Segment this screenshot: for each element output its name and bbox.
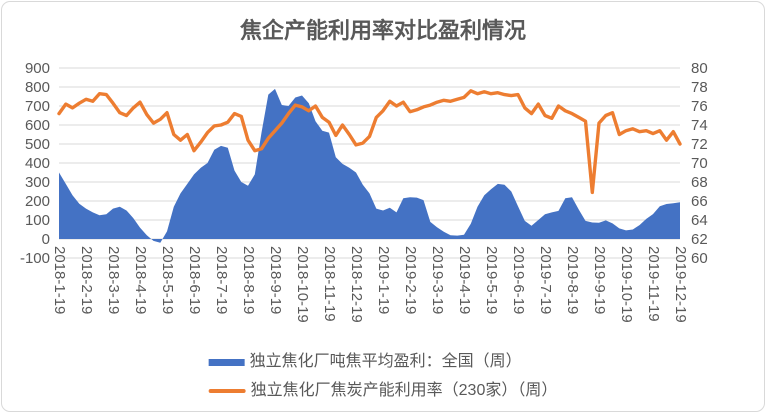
chart-title: 焦企产能利用率对比盈利情况: [239, 18, 526, 43]
right-axis-tick-label: 68: [691, 174, 708, 191]
left-axis-tick-label: 900: [25, 60, 50, 77]
x-axis-tick-label: 2018-4-19: [132, 246, 149, 314]
left-axis-tick-label: -100: [20, 250, 50, 267]
profit-area-series: [59, 88, 680, 243]
x-axis-tick-label: 2018-3-19: [105, 246, 122, 314]
x-axis-tick-label: 2018-1-19: [51, 246, 68, 314]
x-axis-tick-label: 2019-5-19: [483, 246, 500, 314]
x-axis-tick-label: 2019-12-19: [672, 246, 689, 323]
legend-item-profit: 独立焦化厂吨焦平均盈利：全国（周）: [208, 352, 522, 372]
left-axis-tick-label: 800: [25, 79, 50, 96]
x-axis-tick-label: 2018-11-19: [321, 246, 338, 322]
right-axis-tick-label: 76: [691, 98, 708, 115]
x-axis-tick-label: 2019-8-19: [564, 246, 581, 314]
x-axis-tick-label: 2018-10-19: [294, 246, 311, 323]
profit-area-swatch-icon: [208, 358, 245, 366]
utilization-line-series: [57, 89, 682, 195]
x-axis-tick-label: 2018-6-19: [186, 246, 203, 314]
x-axis-tick-label: 2019-1-19: [375, 246, 392, 314]
x-axis-tick-label: 2019-7-19: [537, 246, 554, 314]
left-axis-tick-label: 300: [25, 174, 50, 191]
x-axis-tick-label: 2019-3-19: [429, 246, 446, 314]
x-axis-tick-label: 2019-4-19: [456, 246, 473, 314]
x-axis-tick-label: 2018-8-19: [240, 246, 257, 314]
right-axis-tick-label: 72: [691, 136, 708, 153]
x-axis-tick-label: 2018-12-19: [348, 246, 365, 323]
left-axis-tick-label: 700: [25, 98, 50, 115]
right-axis-tick-label: 64: [691, 212, 708, 229]
x-axis-tick-label: 2018-5-19: [159, 246, 176, 314]
x-axis-tick-label: 2019-6-19: [510, 246, 527, 314]
right-axis-tick-label: 78: [691, 79, 708, 96]
right-axis-tick-label: 62: [691, 231, 708, 248]
x-axis-tick-label: 2019-11-19: [645, 246, 662, 322]
right-axis-tick-label: 60: [691, 250, 708, 267]
right-axis-tick-label: 80: [691, 60, 708, 77]
left-axis-tick-label: 100: [25, 212, 50, 229]
left-axis-tick-label: 400: [25, 155, 50, 172]
x-axis-tick-label: 2019-10-19: [618, 246, 635, 323]
right-axis-tick-label: 66: [691, 193, 708, 210]
x-axis-tick-label: 2019-2-19: [402, 246, 419, 314]
right-axis-tick-label: 70: [691, 155, 708, 172]
left-axis-tick-label: 600: [25, 117, 50, 134]
legend-item-utilization: 独立焦化厂焦炭产能利用率（230家）（周）: [208, 381, 558, 401]
utilization-line-swatch-icon: [208, 389, 246, 393]
left-axis-tick-label: 0: [42, 231, 50, 248]
chart-legend: 独立焦化厂吨焦平均盈利：全国（周） 独立焦化厂焦炭产能利用率（230家）（周）: [208, 352, 558, 401]
left-axis-tick-label: 200: [25, 193, 50, 210]
left-axis-tick-label: 500: [25, 136, 50, 153]
x-axis-tick-label: 2018-2-19: [78, 246, 95, 314]
x-axis-tick-label: 2018-7-19: [213, 246, 230, 314]
x-axis-tick-label: 2018-9-19: [267, 246, 284, 314]
right-axis-tick-label: 74: [691, 117, 708, 134]
legend-label-profit: 独立焦化厂吨焦平均盈利：全国（周）: [249, 353, 522, 370]
legend-label-utilization: 独立焦化厂焦炭产能利用率（230家）（周）: [250, 382, 558, 399]
x-axis-tick-label: 2019-9-19: [591, 246, 608, 314]
